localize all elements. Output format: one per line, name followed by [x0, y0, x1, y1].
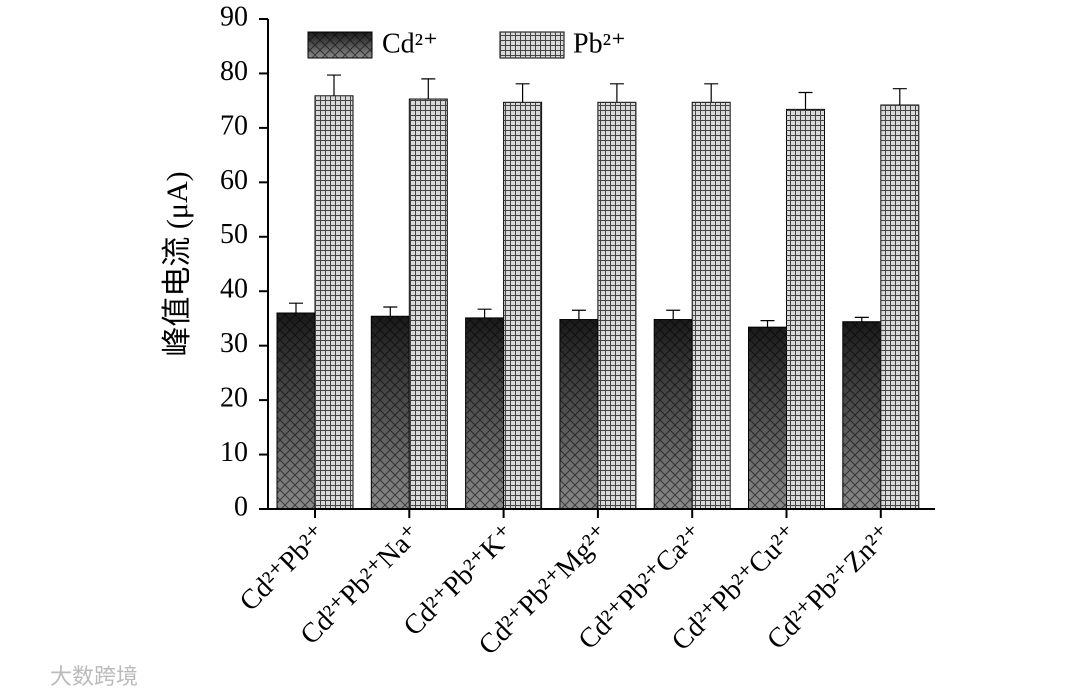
bar-hatch: [654, 319, 693, 509]
error-bar: [477, 308, 492, 318]
error-bar: [704, 83, 719, 103]
bar-hatch: [315, 95, 353, 510]
bar-hatch: [371, 316, 410, 509]
bar-hatch: [786, 109, 825, 509]
watermark: 大数跨境: [50, 665, 138, 690]
error-bar: [383, 306, 398, 317]
legend-hatch: [308, 32, 372, 58]
bar-hatch: [559, 319, 598, 509]
y-tick-label: 40: [220, 274, 248, 305]
bar-hatch: [880, 105, 919, 510]
y-tick-label: 80: [220, 56, 248, 87]
y-tick-label: 20: [220, 383, 248, 414]
y-tick-label: 90: [220, 1, 248, 32]
error-bar: [289, 302, 303, 313]
legend-label: Pb²⁺: [573, 28, 626, 59]
x-tick-label: Cd²⁺Pb²⁺: [234, 519, 333, 618]
y-tick-label: 30: [220, 328, 248, 359]
bar-hatch: [409, 99, 448, 510]
bar-hatch: [748, 327, 787, 509]
bar-hatch: [597, 102, 636, 510]
y-tick-label: 0: [234, 491, 248, 522]
error-bar: [609, 83, 624, 103]
error-bar: [421, 78, 436, 100]
bar-hatch: [277, 313, 315, 509]
error-bar: [571, 309, 586, 320]
error-bar: [854, 316, 869, 322]
legend-hatch: [500, 32, 564, 58]
bar-hatch: [842, 321, 881, 509]
y-tick-label: 50: [220, 219, 248, 250]
error-bar: [327, 74, 341, 96]
error-bar: [515, 83, 530, 103]
error-bar: [798, 91, 813, 110]
y-tick-label: 70: [220, 110, 248, 141]
bar-hatch: [692, 102, 731, 510]
bar-hatch: [465, 317, 504, 509]
error-bar: [892, 88, 907, 106]
y-axis-label: 峰值电流 (μA): [161, 171, 194, 356]
error-bar: [760, 320, 775, 328]
error-bar: [666, 309, 681, 320]
legend-label: Cd²⁺: [382, 28, 438, 59]
y-tick-label: 60: [220, 165, 248, 196]
y-tick-label: 10: [220, 437, 248, 468]
bar-hatch: [503, 102, 542, 510]
